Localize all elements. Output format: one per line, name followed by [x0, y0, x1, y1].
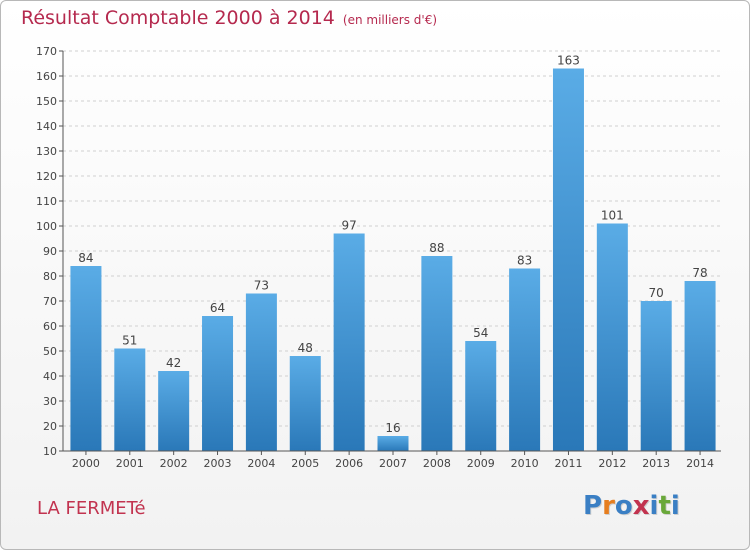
data-label-2009: 54 [473, 326, 488, 340]
bar-2001 [114, 348, 146, 451]
y-tick-label: 80 [43, 270, 57, 283]
x-tick-label-2005: 2005 [291, 457, 319, 470]
x-tick-label-2003: 2003 [204, 457, 232, 470]
x-tick-label-2014: 2014 [686, 457, 714, 470]
y-tick-label: 110 [36, 195, 57, 208]
bar-2003 [202, 316, 234, 451]
x-tick-label-2008: 2008 [423, 457, 451, 470]
bar-2006 [333, 233, 365, 451]
data-label-2000: 84 [78, 251, 93, 265]
chart-title-text: Résultat Comptable 2000 à 2014 [21, 7, 335, 29]
x-tick-label-2006: 2006 [335, 457, 363, 470]
bar-2014 [684, 281, 716, 451]
y-tick-label: 70 [43, 295, 57, 308]
proxiti-logo: Proxiti [583, 491, 680, 521]
x-tick-label-2009: 2009 [467, 457, 495, 470]
x-tick-label-2013: 2013 [642, 457, 670, 470]
data-label-2011: 163 [557, 54, 580, 68]
x-tick-label-2007: 2007 [379, 457, 407, 470]
data-label-2008: 88 [429, 241, 444, 255]
y-tick-label: 150 [36, 95, 57, 108]
bar-2009 [465, 341, 497, 451]
x-tick-label-2001: 2001 [116, 457, 144, 470]
x-tick-label-2004: 2004 [247, 457, 275, 470]
chart-title: Résultat Comptable 2000 à 2014 (en millie… [21, 7, 437, 29]
data-label-2007: 16 [385, 421, 400, 435]
bar-2004 [245, 293, 277, 451]
logo-letter: i [649, 491, 659, 521]
y-tick-label: 100 [36, 220, 57, 233]
y-tick-label: 30 [43, 395, 57, 408]
data-label-2005: 48 [298, 341, 313, 355]
y-tick-label: 10 [43, 445, 57, 458]
x-tick-label-2010: 2010 [511, 457, 539, 470]
y-tick-label: 60 [43, 320, 57, 333]
y-tick-label: 20 [43, 420, 57, 433]
chart-unit-label: (en milliers d'€) [342, 13, 438, 27]
y-tick-label: 160 [36, 70, 57, 83]
y-tick-label: 50 [43, 345, 57, 358]
y-tick-label: 40 [43, 370, 57, 383]
logo-letter: t [658, 491, 671, 521]
bar-2008 [421, 256, 453, 451]
x-tick-label-2011: 2011 [554, 457, 582, 470]
bar-2000 [70, 266, 102, 451]
logo-letter: x [632, 491, 650, 521]
bar-2012 [596, 223, 628, 451]
data-label-2010: 83 [517, 254, 532, 268]
y-tick-label: 120 [36, 170, 57, 183]
commune-name: LA FERMETé [37, 498, 146, 519]
data-label-2003: 64 [210, 301, 225, 315]
data-label-2004: 73 [254, 279, 269, 293]
data-label-2001: 51 [122, 334, 137, 348]
bar-2005 [289, 356, 321, 451]
bar-2011 [552, 68, 584, 451]
bar-2002 [158, 371, 190, 451]
logo-letter: r [602, 491, 615, 521]
y-tick-label: 170 [36, 45, 57, 58]
y-tick-label: 90 [43, 245, 57, 258]
bar-2010 [509, 268, 541, 451]
data-label-2002: 42 [166, 356, 181, 370]
data-label-2012: 101 [601, 209, 624, 223]
bar-2013 [640, 301, 672, 451]
data-label-2006: 97 [341, 219, 356, 233]
data-label-2013: 70 [649, 286, 664, 300]
y-tick-label: 140 [36, 120, 57, 133]
x-tick-label-2000: 2000 [72, 457, 100, 470]
logo-letter: i [670, 491, 680, 521]
y-tick-label: 130 [36, 145, 57, 158]
data-label-2014: 78 [692, 266, 707, 280]
bar-2007 [377, 436, 409, 451]
logo-letter: P [583, 491, 603, 521]
x-tick-label-2012: 2012 [598, 457, 626, 470]
logo-letter: o [614, 491, 633, 521]
x-tick-label-2002: 2002 [160, 457, 188, 470]
